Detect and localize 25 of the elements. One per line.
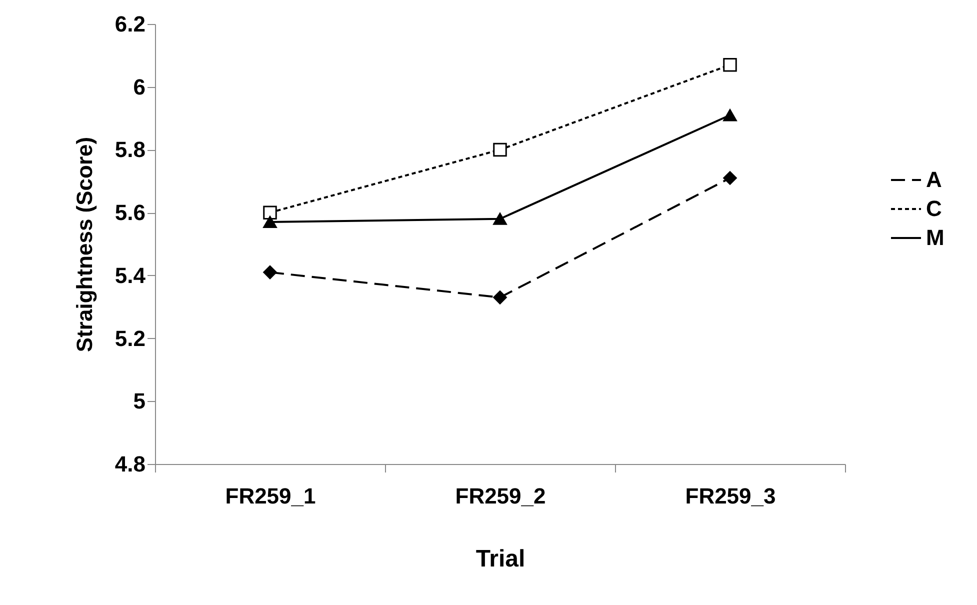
y-tick-label: 5.6 (114, 200, 146, 226)
legend-label: C (926, 196, 942, 221)
y-tick-label: 4.8 (114, 452, 146, 476)
x-tick-label: FR259_1 (225, 484, 316, 508)
legend-label: A (926, 167, 942, 192)
point (723, 171, 737, 185)
point (723, 58, 737, 72)
x-tick-label: FR259_3 (685, 484, 776, 508)
y-tick-label: 6 (133, 74, 146, 100)
y-tick-label: 5 (133, 388, 146, 414)
y-tick-label: 5.2 (114, 326, 146, 351)
point (263, 216, 277, 228)
point (493, 212, 507, 225)
point (263, 265, 277, 280)
y-tick-label: 5.4 (114, 262, 146, 288)
x-axis-title: Trial (476, 546, 526, 572)
point (493, 290, 507, 304)
y-axis-title: Straightness (Score) (72, 136, 97, 352)
x-tick-label: FR259_2 (455, 484, 546, 508)
point (493, 142, 507, 157)
legend-label: M (926, 225, 944, 250)
y-tick-label: 6.2 (114, 12, 146, 36)
point (723, 109, 737, 122)
point (263, 206, 277, 220)
y-tick-label: 5.8 (114, 137, 146, 162)
